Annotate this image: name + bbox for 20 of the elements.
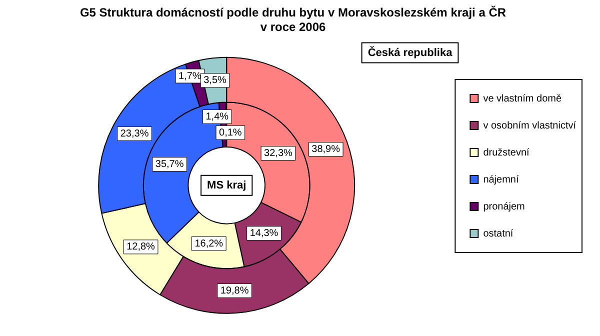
data-label: 19,8% [220, 285, 249, 296]
legend-label: družstevní [483, 147, 530, 158]
data-label: 12,8% [126, 242, 156, 253]
legend-label: v osobním vlastnictví [483, 120, 576, 132]
data-label: 32,3% [264, 148, 293, 160]
data-label: 0,1% [219, 127, 242, 138]
data-label: 14,3% [250, 228, 278, 240]
legend-label: pronájem [483, 201, 525, 212]
data-label: 35,7% [155, 159, 184, 170]
legend-label: nájemní [483, 174, 519, 186]
slice-label: Česká republika [368, 46, 454, 59]
data-label: 38,9% [312, 144, 340, 156]
data-label: 1,4% [206, 111, 229, 122]
slice-label: MS kraj [207, 179, 246, 192]
data-label: 23,3% [120, 128, 149, 140]
legend-label: ve vlastním domě [483, 93, 562, 104]
legend-label: ostatní [483, 228, 514, 240]
data-label: 3,5% [204, 75, 227, 86]
chart-title: G5 Struktura domácností podle druhu bytu v Moravskoslezském kraji a ČR v roce 2006 [80, 6, 506, 34]
data-label: 16,2% [194, 238, 224, 250]
